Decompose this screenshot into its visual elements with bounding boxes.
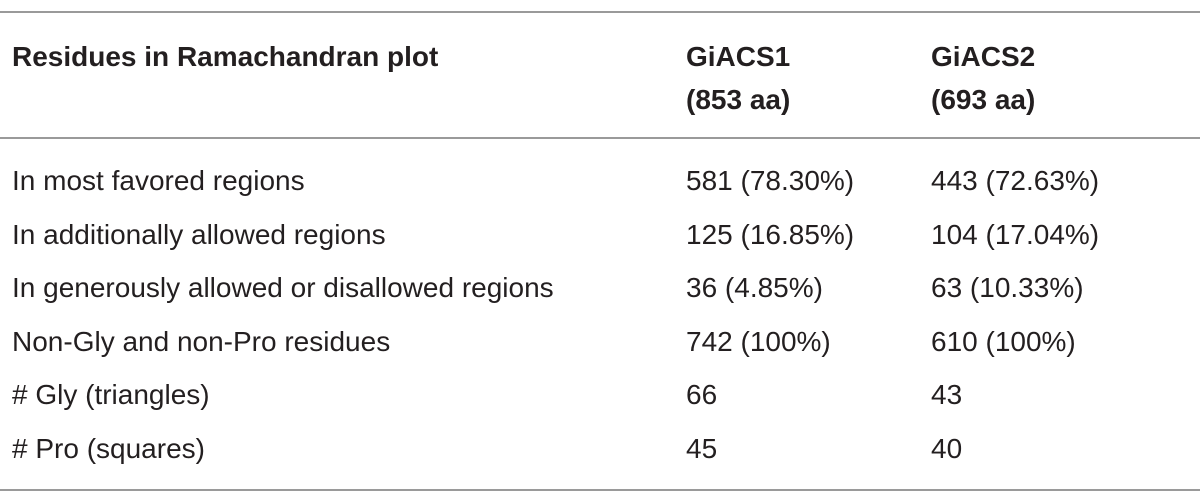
column-header: Residues in Ramachandran plot <box>12 41 439 72</box>
row-label: # Pro (squares) <box>12 433 205 464</box>
cell-value: 581 (78.30%) <box>686 165 855 196</box>
row-label: In most favored regions <box>12 165 305 196</box>
cell-value: 443 (72.63%) <box>931 165 1100 196</box>
column-subheader: (693 aa) <box>931 84 1036 115</box>
cell-value: 45 <box>686 433 718 464</box>
column-header: GiACS1 <box>686 41 791 72</box>
cell-value: 36 (4.85%) <box>686 272 823 304</box>
row-label: Non-Gly and non-Pro residues <box>12 325 391 357</box>
cell-value: 40 <box>931 433 963 464</box>
row-label: # Gly (triangles) <box>12 379 210 411</box>
cell-value: 63 (10.33%) <box>931 272 1084 304</box>
cell-value: 43 <box>931 379 963 411</box>
bottom-rule <box>0 489 1200 491</box>
top-rule <box>0 11 1200 13</box>
cell-value: 66 <box>686 379 718 411</box>
cell-value: 742 (100%) <box>686 325 831 357</box>
row-label: In additionally allowed regions <box>12 218 386 250</box>
column-subheader: (853 aa) <box>686 84 791 115</box>
column-header: GiACS2 <box>931 41 1036 72</box>
cell-value: 104 (17.04%) <box>931 218 1100 250</box>
cell-value: 125 (16.85%) <box>686 218 855 250</box>
header-rule <box>0 137 1200 139</box>
row-label: In generously allowed or disallowed regi… <box>12 272 554 304</box>
cell-value: 610 (100%) <box>931 325 1076 357</box>
